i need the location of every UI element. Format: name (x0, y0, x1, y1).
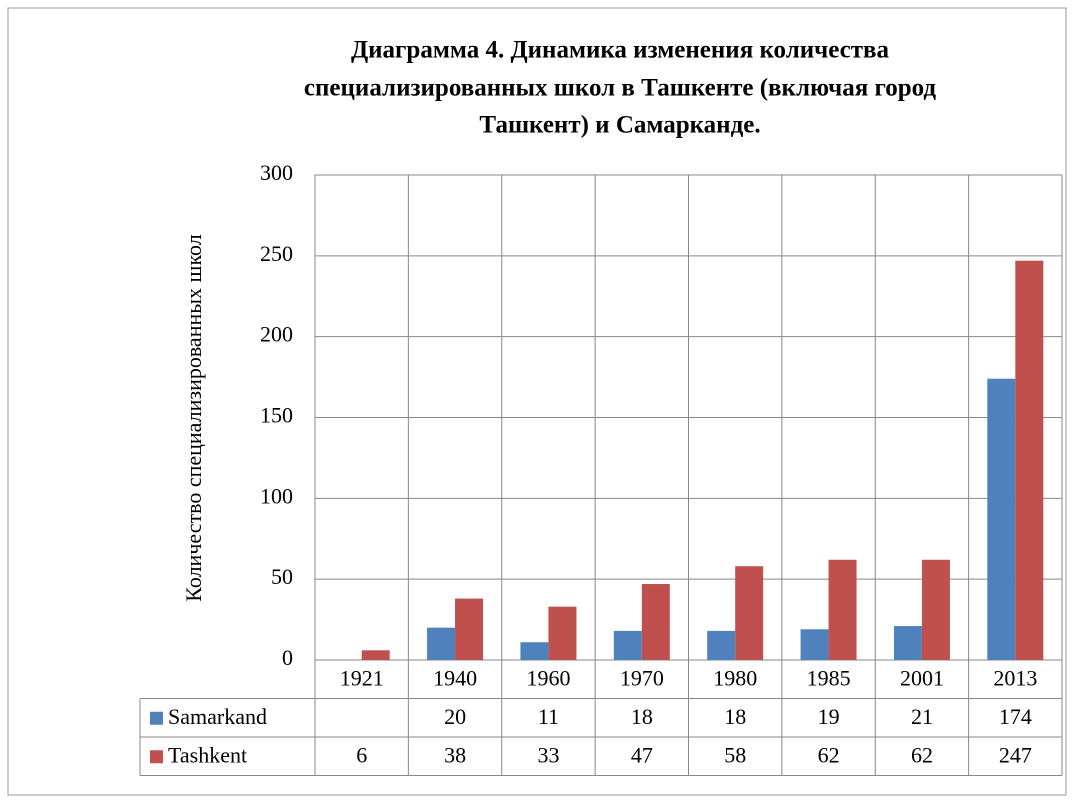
x-tick-label: 2001 (900, 665, 944, 690)
y-tick-label: 150 (260, 403, 293, 428)
x-tick-label: 1960 (526, 665, 570, 690)
table-value: 18 (724, 704, 746, 729)
table-value: 62 (911, 742, 933, 767)
table-value: 6 (356, 742, 367, 767)
bar (707, 630, 736, 660)
chart-title: Диаграмма 4. Динамика изменения количест… (351, 37, 890, 64)
x-tick-label: 1940 (433, 665, 477, 690)
chart-border (7, 7, 1067, 796)
legend-label: Samarkand (168, 704, 267, 729)
table-value: 47 (631, 742, 653, 767)
bar (893, 626, 922, 660)
y-tick-label: 0 (282, 645, 293, 670)
table-value: 19 (818, 704, 840, 729)
bar (641, 584, 670, 660)
bar (613, 630, 642, 660)
y-tick-label: 300 (260, 160, 293, 185)
bar (921, 559, 950, 660)
y-tick-label: 100 (260, 483, 293, 508)
x-tick-label: 1921 (340, 665, 384, 690)
table-value: 33 (537, 742, 559, 767)
legend-key (150, 750, 163, 764)
bar (800, 629, 829, 660)
chart-title: специализированных школ в Ташкенте (вклю… (304, 75, 937, 102)
table-value: 38 (444, 742, 466, 767)
bar (427, 627, 456, 660)
table-value: 18 (631, 704, 653, 729)
x-tick-label: 1980 (713, 665, 757, 690)
table-value: 247 (999, 742, 1032, 767)
table-value: 58 (724, 742, 746, 767)
legend-key (150, 711, 163, 725)
table-value: 20 (444, 704, 466, 729)
x-tick-label: 1970 (620, 665, 664, 690)
table-value: 174 (999, 704, 1032, 729)
bar (735, 566, 764, 660)
y-tick-label: 50 (271, 564, 293, 589)
bar (1015, 260, 1044, 660)
bar (455, 598, 484, 660)
legend-label: Tashkent (168, 742, 247, 767)
bar (548, 606, 577, 660)
bar (520, 642, 549, 660)
y-tick-label: 200 (260, 322, 293, 347)
chart-title: Ташкент) и Самарканде. (479, 112, 760, 139)
bar (828, 559, 857, 660)
bar (987, 378, 1016, 660)
bar (361, 650, 390, 660)
x-tick-label: 1985 (807, 665, 851, 690)
y-axis-label: Количество специализированных школ (181, 234, 206, 601)
table-value: 62 (818, 742, 840, 767)
table-value: 21 (911, 704, 933, 729)
y-tick-label: 250 (260, 241, 293, 266)
x-tick-label: 2013 (993, 665, 1037, 690)
table-value: 11 (538, 704, 559, 729)
